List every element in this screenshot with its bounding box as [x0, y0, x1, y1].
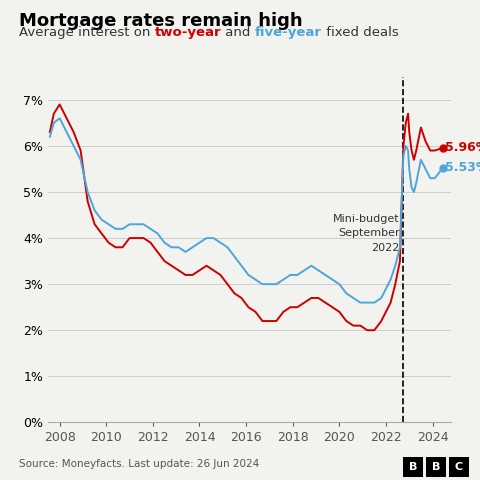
- Text: and: and: [221, 26, 255, 39]
- Text: B: B: [432, 462, 440, 472]
- Text: fixed deals: fixed deals: [322, 26, 399, 39]
- Text: B: B: [409, 462, 418, 472]
- Text: two-year: two-year: [155, 26, 221, 39]
- Text: Mortgage rates remain high: Mortgage rates remain high: [19, 12, 303, 30]
- FancyBboxPatch shape: [403, 457, 423, 477]
- FancyBboxPatch shape: [449, 457, 469, 477]
- Text: C: C: [455, 462, 463, 472]
- Text: Source: Moneyfacts. Last update: 26 Jun 2024: Source: Moneyfacts. Last update: 26 Jun …: [19, 459, 260, 469]
- Text: 5.96%: 5.96%: [445, 141, 480, 154]
- Text: Mini-budget
September
2022: Mini-budget September 2022: [333, 214, 399, 253]
- Text: five-year: five-year: [255, 26, 322, 39]
- Text: 5.53%: 5.53%: [445, 161, 480, 174]
- Text: Average interest on: Average interest on: [19, 26, 155, 39]
- FancyBboxPatch shape: [426, 457, 446, 477]
